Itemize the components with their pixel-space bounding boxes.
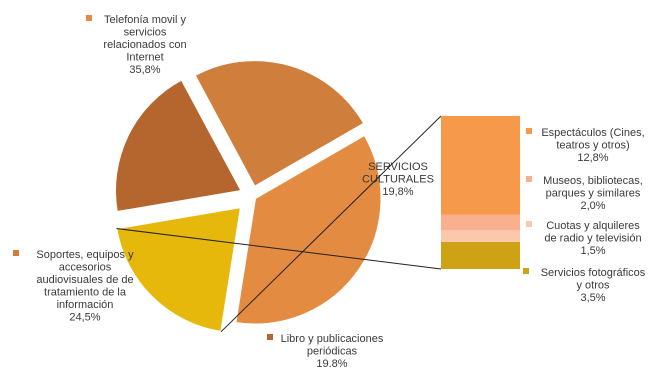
pie-slice-2 (115, 206, 242, 333)
legend-marker-segment-4 (523, 268, 529, 274)
segment-label-1-line-1: Espectáculos (Cines, (541, 127, 644, 139)
segment-value-2: 2,0% (580, 200, 605, 212)
pie-slice-4 (193, 59, 365, 188)
segment-value-3: 1,5% (580, 245, 605, 257)
segment-label-1-line-2: teatros y otros) (556, 140, 629, 152)
slice-label-4-line-4: tratamiento de la (44, 287, 127, 299)
slice-value-1: 35,8% (129, 64, 160, 76)
slice-label-2-line-2: CULTURALES (362, 174, 434, 186)
segment-label-2-line-2: parques y similares (546, 188, 641, 200)
slice-label-4-line-1: Soportes, equipos y (36, 249, 134, 261)
segment-label-2-line-1: Museos, bibliotecas, (543, 175, 643, 187)
pie-slice-1 (234, 134, 382, 325)
slice-value-2: 19,8% (382, 186, 413, 198)
legend-marker-slice-1 (86, 15, 92, 21)
segment-value-1: 12,8% (577, 152, 608, 164)
segment-label-4-line-1: Servicios fotográficos (541, 267, 646, 279)
breakdown-segment-2 (441, 214, 520, 231)
slice-label-1-line-1: Telefonía movil y (104, 14, 186, 26)
pie-slice-3 (114, 78, 243, 213)
segment-label-3-line-2: de radio y televisión (544, 233, 641, 245)
slice-value-4: 24,5% (69, 312, 100, 324)
segment-label-3-line-1: Cuotas y alquileres (546, 220, 640, 232)
breakdown-segment-4 (441, 242, 520, 269)
legend-marker-segment-1 (526, 128, 532, 134)
connector-line-top (220, 115, 442, 333)
slice-label-1-line-2: servicios (124, 27, 167, 39)
breakdown-segment-1 (441, 116, 520, 215)
breakdown-segment-3 (441, 230, 520, 242)
slice-label-3-line-2: periódicas (307, 346, 358, 358)
slice-label-4-line-3: audiovisuales de de (36, 274, 133, 286)
slice-label-4-line-5: información (57, 299, 114, 311)
legend-marker-segment-2 (526, 176, 532, 182)
slice-label-1-line-3: relacionados con (103, 39, 186, 51)
legend-marker-slice-3 (267, 334, 273, 340)
segment-label-4-line-2: y otros (576, 280, 610, 292)
legend-marker-segment-3 (526, 221, 532, 227)
slice-label-3-line-1: Libro y publicaciones (281, 333, 384, 345)
slice-label-4-line-2: accesorios (59, 262, 112, 274)
segment-value-4: 3,5% (580, 292, 605, 304)
slice-value-3: 19.8% (316, 358, 347, 369)
connector-line-bottom (116, 228, 442, 270)
slice-label-1-line-4: Internet (126, 52, 163, 64)
legend-marker-slice-4 (13, 250, 19, 256)
slice-label-2-line-1: SERVICIOS (368, 161, 428, 173)
